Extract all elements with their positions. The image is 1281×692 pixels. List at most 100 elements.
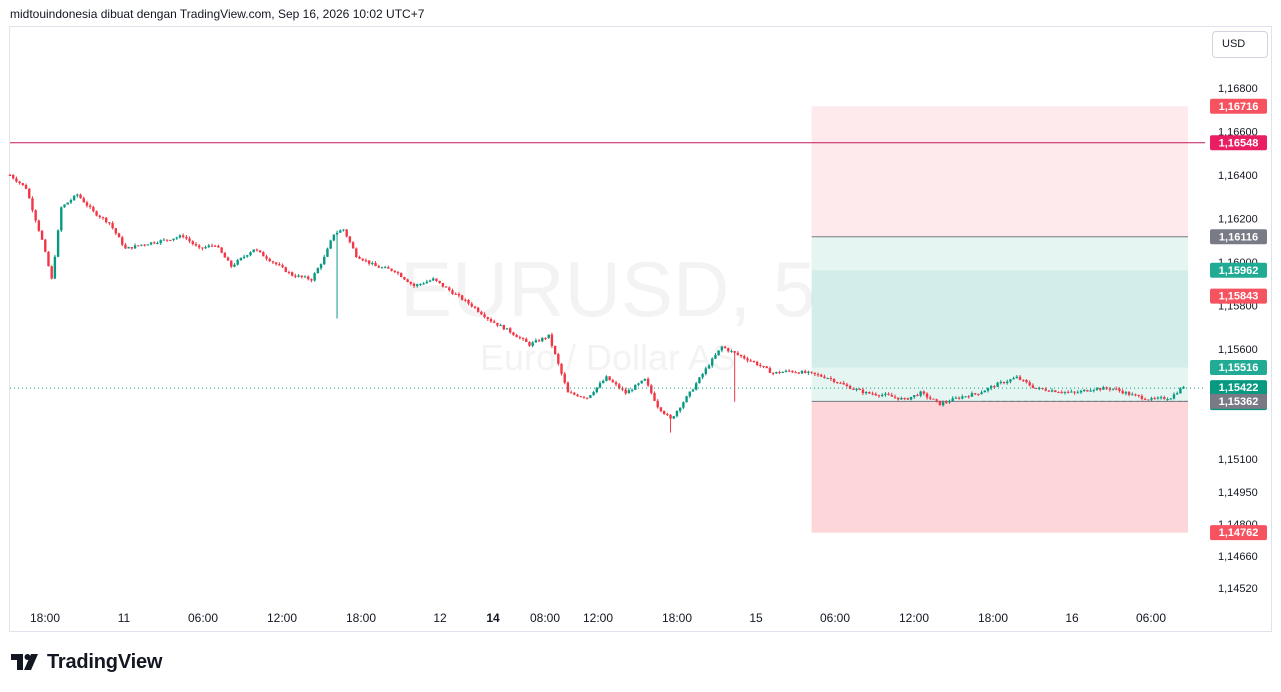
candle-body xyxy=(906,398,910,400)
candle-body xyxy=(614,382,618,385)
candle-body xyxy=(714,355,717,359)
price-label-box xyxy=(1210,393,1267,409)
candle-body xyxy=(383,267,387,269)
candle-body xyxy=(970,393,974,397)
candle-body xyxy=(746,358,749,361)
candle-body xyxy=(50,266,53,279)
candle-body xyxy=(646,378,650,386)
candle-body xyxy=(480,311,483,315)
candle-body xyxy=(486,317,489,319)
time-tick-label: 12 xyxy=(433,611,447,625)
candle-body xyxy=(634,384,637,390)
candle-body xyxy=(512,332,515,335)
candle-body xyxy=(53,256,57,279)
candle-body xyxy=(534,340,538,343)
candle-body xyxy=(675,410,679,417)
candle-body xyxy=(339,230,342,233)
price-label-text: 1,16716 xyxy=(1219,101,1259,113)
price-label-box xyxy=(1210,288,1267,304)
candle-body xyxy=(127,247,130,249)
candle-body xyxy=(650,385,653,394)
candle-body xyxy=(1102,387,1105,390)
candle-body xyxy=(832,379,836,383)
candle-body xyxy=(1169,398,1172,400)
candle-body xyxy=(451,290,454,294)
candle-body xyxy=(765,366,768,369)
candle-body xyxy=(1156,397,1160,399)
candle-body xyxy=(525,338,528,342)
candle-body xyxy=(1082,389,1086,391)
candle-body xyxy=(1047,390,1051,392)
candle-body xyxy=(791,370,794,373)
candle-body xyxy=(1108,388,1112,390)
candle-body xyxy=(169,239,172,241)
candle-body xyxy=(246,255,249,257)
price-label-text: 1,15516 xyxy=(1219,362,1259,374)
price-label-box xyxy=(1210,262,1267,278)
candle-body xyxy=(560,363,563,374)
candle-body xyxy=(929,397,932,399)
time-tick-label: 18:00 xyxy=(346,611,376,625)
candle-body xyxy=(845,384,849,387)
candle-body xyxy=(842,382,845,385)
candle-body xyxy=(807,371,810,373)
candle-body xyxy=(864,392,868,394)
price-label-box xyxy=(1210,525,1267,541)
candle-body xyxy=(165,239,169,241)
candle-body xyxy=(377,266,380,268)
candle-body xyxy=(307,276,310,280)
candle-body xyxy=(104,217,108,223)
candle-body xyxy=(868,392,871,394)
candle-body xyxy=(900,398,903,400)
candle-body xyxy=(15,178,18,182)
price-label-text: 1,15962 xyxy=(1219,265,1259,277)
candle-body xyxy=(579,396,582,398)
candle-body xyxy=(207,245,211,248)
candle-body xyxy=(768,368,772,373)
candle-body xyxy=(794,372,797,374)
candle-body xyxy=(585,397,589,399)
candle-body xyxy=(345,229,348,237)
candle-body xyxy=(640,380,643,384)
candle-body xyxy=(44,239,47,252)
candle-body xyxy=(659,407,663,412)
candle-body xyxy=(95,211,98,216)
candle-body xyxy=(544,337,547,339)
candle-body xyxy=(162,239,166,241)
candle-body xyxy=(630,389,634,391)
time-tick-label: 18:00 xyxy=(662,611,692,625)
candle-body xyxy=(1137,394,1140,396)
candle-body xyxy=(1115,388,1118,390)
candle-body xyxy=(678,407,682,411)
candle-body xyxy=(111,223,114,229)
currency-button[interactable]: USD xyxy=(1212,31,1268,58)
price-label-text: 1,15843 xyxy=(1219,291,1259,303)
candle-body xyxy=(319,264,323,269)
candle-body xyxy=(1031,385,1035,388)
candle-body xyxy=(611,380,615,383)
target-zone-lower xyxy=(811,367,1188,402)
price-label-text: 1,16548 xyxy=(1219,137,1259,149)
time-tick-label: 14 xyxy=(486,611,500,625)
candle-body xyxy=(121,237,124,245)
candle-body xyxy=(367,260,371,264)
candle-body xyxy=(566,382,570,393)
candle-body xyxy=(662,411,666,414)
candle-body xyxy=(432,278,435,281)
candle-body xyxy=(1079,390,1083,393)
candle-body xyxy=(416,284,419,287)
candle-body xyxy=(967,396,970,398)
candle-body xyxy=(364,260,368,262)
candle-body xyxy=(618,384,621,389)
candle-body xyxy=(76,194,79,196)
candle-body xyxy=(323,256,326,265)
candle-body xyxy=(810,371,813,373)
candle-body xyxy=(1131,394,1134,396)
candle-body xyxy=(720,346,724,351)
target-zone-light xyxy=(811,236,1188,271)
candle-body xyxy=(954,397,958,399)
candle-body xyxy=(476,307,480,312)
candle-body xyxy=(938,400,942,406)
candle-body xyxy=(172,238,175,241)
